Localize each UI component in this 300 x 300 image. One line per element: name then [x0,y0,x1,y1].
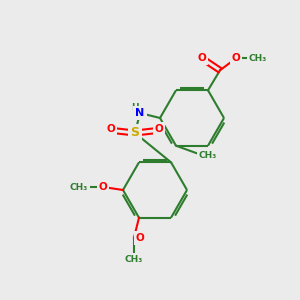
Text: O: O [232,53,240,63]
Text: O: O [154,124,164,134]
Text: H: H [131,103,139,112]
Text: N: N [135,108,145,118]
Text: CH₃: CH₃ [199,151,217,160]
Text: O: O [99,182,107,192]
Text: O: O [106,124,116,134]
Text: O: O [198,53,206,63]
Text: CH₃: CH₃ [70,182,88,191]
Text: S: S [130,127,140,140]
Text: O: O [136,233,144,243]
Text: CH₃: CH₃ [249,54,267,63]
Text: CH₃: CH₃ [125,255,143,264]
